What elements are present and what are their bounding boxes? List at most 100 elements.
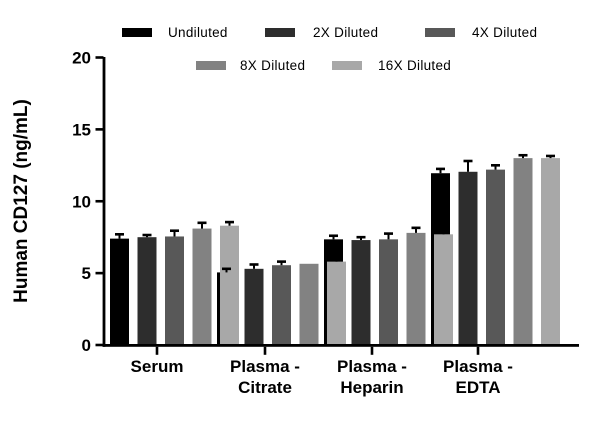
error-bar-cap [170,229,179,233]
error-bar-plasma-heparin-undiluted [329,234,338,240]
legend-label-8x-diluted: 8X Diluted [240,58,305,73]
bar-plasma-heparin-2x-diluted [351,240,371,345]
error-bar-stem [442,230,445,235]
bar-serum-undiluted [110,238,129,345]
error-bar-cap [332,254,341,258]
bar-plasma-edta-16x-diluted [541,158,560,345]
error-bar-serum-16x-diluted [225,220,234,226]
x-category-label-line: Plasma - [230,357,300,376]
x-category-label-plasma-edta: Plasma - EDTA [443,357,513,397]
error-bar-stem [253,264,255,269]
bar-serum-8x-diluted [192,228,212,345]
legend-item-undiluted: Undiluted [122,25,228,40]
y-tick-label: 0 [82,336,91,355]
error-bar-plasma-heparin-4x-diluted [384,232,393,240]
x-tick-mark [370,346,374,355]
error-bar-stem [360,237,362,241]
bar-plasma-edta-4x-diluted [486,169,505,345]
legend-label-2x-diluted: 2X Diluted [313,25,378,40]
error-bar-cap [463,159,473,163]
bar-plasma-citrate-2x-diluted [244,268,264,345]
error-bar-cap [439,228,448,232]
error-bar-stem [335,255,338,262]
chart-legend: Undiluted 2X Diluted 4X Diluted 8X Diluted 1… [122,25,537,73]
legend-label-4x-diluted: 4X Diluted [472,25,537,40]
legend-swatch-4x-diluted [425,28,455,37]
x-tick-mark [263,346,267,355]
bar-plasma-citrate-16x-diluted [327,261,346,345]
error-bar-cap [329,234,338,238]
y-tick-mark [95,199,104,203]
error-bar-plasma-edta-16x-diluted [546,154,555,159]
error-bar-plasma-edta-4x-diluted [491,164,500,170]
x-category-label-line: Heparin [340,378,403,397]
y-axis-line [102,57,106,347]
error-bar-plasma-heparin-8x-diluted [411,226,421,233]
error-bar-cap [277,260,286,263]
y-tick-label: 5 [82,264,91,283]
x-category-label-line: Serum [131,357,184,376]
error-bar-stem [387,233,390,240]
x-category-label-serum: Serum [131,357,184,376]
y-tick-label: 15 [72,120,91,139]
error-bar-cap [546,154,555,158]
legend-item-2x-diluted: 2X Diluted [265,25,378,40]
bar-plasma-heparin-16x-diluted [434,234,453,345]
legend-label-undiluted: Undiluted [168,25,228,40]
bar-plasma-edta-2x-diluted [458,171,478,345]
error-bar-stem [494,165,497,170]
bar-plasma-heparin-4x-diluted [379,239,398,345]
legend-item-16x-diluted: 16X Diluted [332,58,451,73]
y-tick-mark [95,56,104,59]
y-tick-mark [95,343,104,347]
x-category-label-line: Citrate [238,378,292,397]
error-bar-plasma-citrate-undiluted [222,267,231,273]
x-tick-mark [155,346,159,355]
bar-serum-16x-diluted [220,225,239,345]
error-bar-cap [142,233,152,237]
error-bar-stem [415,227,417,233]
error-bar-plasma-edta-undiluted [436,167,445,174]
legend-label-16x-diluted: 16X Diluted [378,58,451,73]
error-bar-cap [491,164,500,167]
error-bar-serum-2x-diluted [142,233,152,238]
error-bar-stem [173,230,176,237]
error-bar-cap [411,226,421,230]
error-bar-stem [467,161,469,172]
x-category-label-line: Plasma - [443,357,513,376]
error-bar-cap [197,221,207,225]
error-bar-cap [222,267,231,271]
error-bar-stem [201,222,203,229]
bar-serum-2x-diluted [137,237,157,345]
legend-item-8x-diluted: 8X Diluted [196,58,305,73]
error-bar-cap [384,232,393,235]
error-bar-plasma-citrate-4x-diluted [277,260,286,266]
legend-swatch-2x-diluted [265,28,295,37]
error-bar-serum-undiluted [115,233,124,239]
error-bar-cap [115,233,124,236]
error-bar-cap [356,235,366,239]
x-axis-line [102,344,579,347]
y-tick-label: 20 [72,49,91,68]
y-tick-mark [95,128,104,131]
error-bar-plasma-edta-8x-diluted [518,153,528,159]
error-bar-stem [225,268,228,273]
error-bar-serum-4x-diluted [170,229,179,237]
error-bar-plasma-heparin-2x-diluted [356,235,366,241]
y-tick-label: 10 [72,192,91,211]
legend-item-4x-diluted: 4X Diluted [425,25,537,40]
legend-swatch-undiluted [122,28,152,37]
error-bar-stem [228,222,231,226]
x-category-label-line: EDTA [455,378,500,397]
bar-plasma-edta-8x-diluted [513,158,533,345]
error-bar-stem [118,234,121,239]
error-bar-serum-8x-diluted [197,221,207,229]
x-category-label-plasma-heparin: Plasma - Heparin [337,357,407,397]
x-category-label-line: Plasma - [337,357,407,376]
error-bar-cap [249,263,259,266]
bar-plasma-heparin-8x-diluted [406,232,426,345]
legend-swatch-16x-diluted [332,61,362,70]
axes-layer: 0 5 10 15 20 Serum Plasma - Citrate Plasma - Hepa… [72,49,579,397]
